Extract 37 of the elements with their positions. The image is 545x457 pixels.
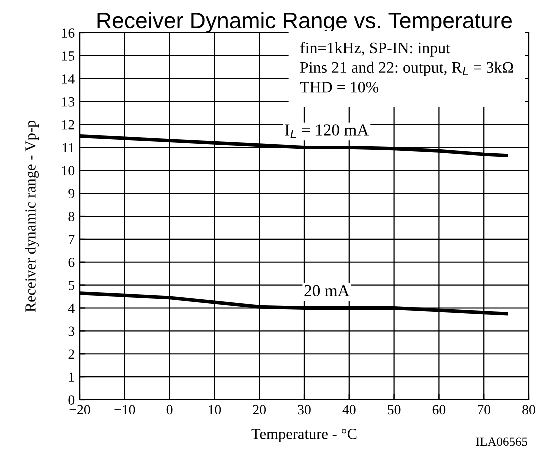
y-tick-label: 7 bbox=[69, 235, 75, 244]
x-tick-label: 0 bbox=[166, 405, 173, 415]
x-tick-label: 60 bbox=[432, 405, 446, 415]
y-tick-label: 4 bbox=[68, 304, 75, 314]
x-tick-label: −20 bbox=[70, 405, 90, 415]
x-tick-label: −10 bbox=[114, 405, 136, 415]
y-tick-label: 16 bbox=[62, 28, 75, 38]
y-tick-label: 5 bbox=[69, 281, 75, 290]
chart-title: Receiver Dynamic Range vs. Temperature bbox=[98, 12, 512, 33]
y-tick-label: 9 bbox=[68, 189, 75, 199]
y-tick-label: 12 bbox=[62, 120, 74, 130]
y-tick-label: 10 bbox=[62, 166, 75, 176]
text: ILA06565 bbox=[476, 438, 528, 446]
y-tick-label: 2 bbox=[68, 350, 74, 359]
x-tick-label: 40 bbox=[342, 405, 356, 415]
y-tick-label: 0 bbox=[68, 396, 75, 405]
annotation: Pins 21 and 22: output, R$_{L}$ = 3kΩ bbox=[300, 62, 514, 76]
x-tick-label: 20 bbox=[253, 405, 266, 415]
x-tick-label: 80 bbox=[522, 405, 536, 415]
x-tick-label: 50 bbox=[388, 405, 401, 415]
y-tick-label: 6 bbox=[68, 258, 75, 268]
y-axis-title: Receiver dynamic range - Vp-p bbox=[25, 120, 40, 312]
y-tick-label: 14 bbox=[62, 74, 75, 84]
annotation: fin=1kHz, SP-IN: input bbox=[300, 42, 450, 57]
x-tick-label: 30 bbox=[298, 405, 311, 415]
y-tick-label: 13 bbox=[62, 97, 75, 107]
x-tick-label: 70 bbox=[478, 405, 491, 415]
y-tick-label: 11 bbox=[62, 143, 74, 153]
x-tick-label: 10 bbox=[208, 405, 222, 415]
annotation: THD = 10% bbox=[300, 82, 379, 93]
y-tick-label: 15 bbox=[62, 52, 75, 61]
y-tick-label: 8 bbox=[68, 212, 75, 222]
annotation: I$_{L}$ = 120 mA bbox=[285, 124, 370, 138]
annotation: 20 mA bbox=[304, 285, 350, 297]
x-axis-title: Temperature - °C bbox=[252, 429, 357, 442]
y-tick-label: 1 bbox=[69, 372, 74, 382]
y-tick-label: 3 bbox=[68, 326, 75, 336]
